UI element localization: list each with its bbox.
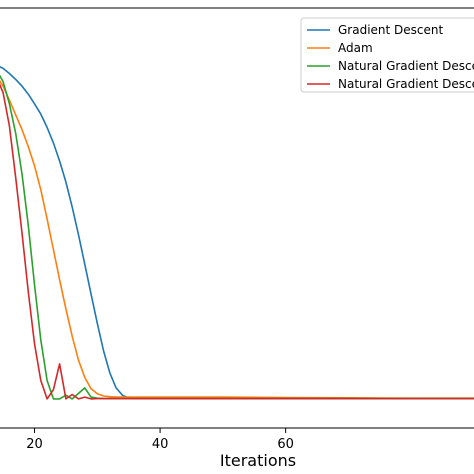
legend-label-4: Natural Gradient Descent — [338, 77, 474, 91]
x-axis-label: Iterations — [220, 451, 296, 470]
x-axis-ticks: 20 40 60 — [26, 428, 294, 452]
x-tick-label: 60 — [277, 437, 294, 452]
legend: Gradient Descent Adam Natural Gradient Des… — [300, 17, 474, 93]
series-line-3 — [0, 74, 474, 400]
series-layer — [0, 66, 474, 400]
legend-label-1: Gradient Descent — [338, 23, 444, 37]
series-line-4 — [0, 83, 474, 400]
x-tick-label: 40 — [152, 437, 169, 452]
plot-area — [0, 66, 474, 400]
series-line-1 — [0, 66, 474, 400]
legend-label-2: Adam — [338, 41, 373, 55]
series-line-2 — [0, 79, 474, 400]
x-tick-label: 20 — [26, 437, 43, 452]
legend-label-3: Natural Gradient Descent — [338, 59, 474, 73]
legend-box — [300, 17, 474, 93]
